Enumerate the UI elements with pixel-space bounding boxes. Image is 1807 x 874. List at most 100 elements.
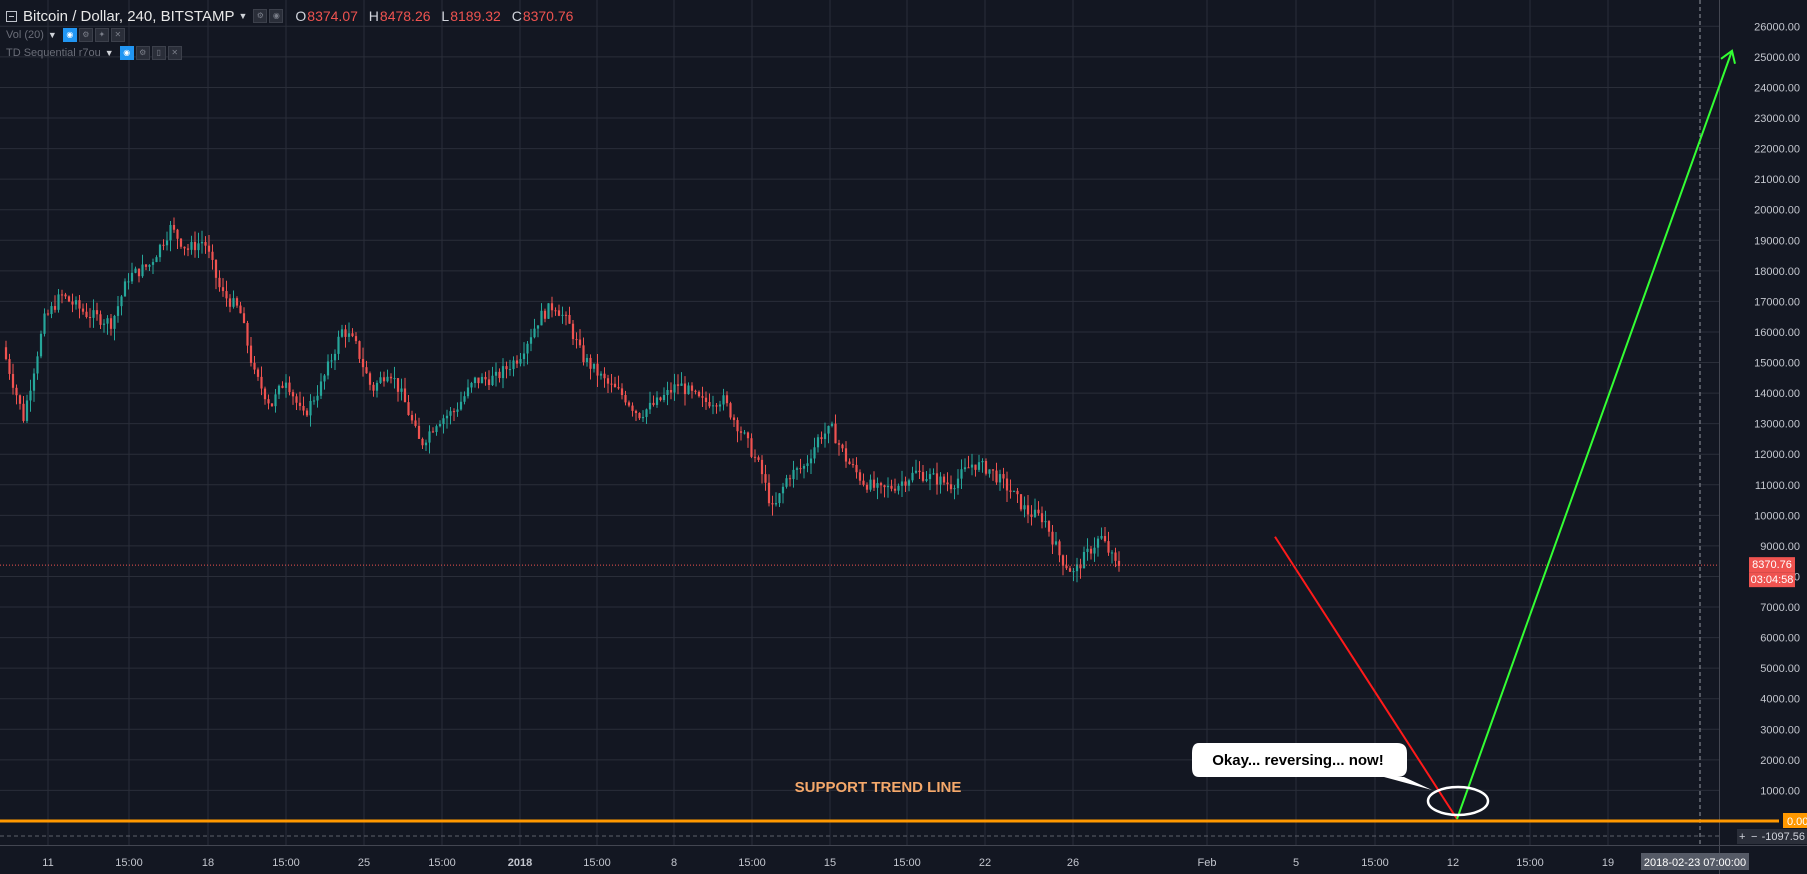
candle-body (459, 401, 463, 410)
candle-body (967, 467, 970, 469)
ohlc-open-key: O (295, 8, 307, 24)
candle-body (858, 472, 862, 481)
candle-body (977, 462, 981, 470)
candle-body (281, 385, 284, 388)
candle-body (477, 377, 480, 384)
indicator-td-source-icon[interactable]: ▯ (151, 46, 166, 60)
candle-body (865, 484, 869, 490)
indicator-volume-dropdown-icon[interactable]: ▼ (47, 30, 57, 40)
indicator-volume-remove-icon[interactable]: ✕ (110, 28, 125, 42)
candle-body (165, 240, 169, 246)
callout-bubble[interactable] (1192, 743, 1432, 790)
candle-body (1072, 571, 1075, 573)
candle-body (876, 483, 879, 488)
indicator-td-visible-icon[interactable]: ◉ (119, 46, 134, 60)
candle-body (64, 294, 67, 297)
symbol-title[interactable]: Bitcoin / Dollar, 240, BITSTAMP (23, 7, 235, 25)
price-tick-label: 6000.00 (1760, 633, 1800, 645)
candle-body (869, 479, 872, 490)
hide-icon[interactable]: ◉ (269, 9, 284, 23)
candle-body (778, 493, 781, 504)
candle-body (323, 375, 326, 382)
candle-body (116, 306, 120, 316)
ohlc-close-key: C (511, 8, 522, 24)
candle-body (123, 281, 127, 297)
candle-body (120, 296, 123, 307)
candle-body (960, 469, 963, 479)
candle-body (1016, 490, 1019, 495)
candle-body (984, 461, 988, 474)
price-tick-label: 23000.00 (1754, 113, 1800, 125)
price-tick-label: 4000.00 (1760, 694, 1800, 706)
time-tick-label: 2018 (508, 857, 532, 869)
ohlc-close-value: 8370.76 (522, 8, 574, 24)
candle-body (914, 470, 918, 473)
candle-body (193, 241, 197, 251)
indicator-td-dropdown-icon[interactable]: ▼ (104, 48, 114, 58)
time-tick-label: 15:00 (1516, 857, 1544, 869)
reversal-ellipse[interactable] (1426, 785, 1490, 817)
projection-down-line[interactable] (1274, 536, 1458, 820)
candle-body (1061, 555, 1065, 566)
candle-body (249, 345, 253, 363)
candle-body (389, 376, 393, 379)
price-tick-label: 12000.00 (1754, 449, 1800, 461)
price-tick-label: 9000.00 (1760, 541, 1800, 553)
scale-plus-button[interactable]: + (1739, 831, 1745, 843)
candle-body (403, 388, 407, 403)
projection-up-line[interactable] (1456, 50, 1733, 820)
candle-body (106, 318, 109, 324)
countdown-tag (1749, 572, 1795, 588)
scale-minus-button[interactable]: − (1751, 831, 1757, 843)
candle-body (134, 268, 137, 273)
candle-body (652, 402, 655, 405)
indicator-td-label[interactable]: TD Sequential r7ou (6, 47, 101, 59)
candle-body (634, 410, 638, 414)
candle-body (4, 347, 8, 360)
candle-body (435, 426, 438, 432)
candle-body (22, 403, 25, 421)
indicator-td-settings-icon[interactable]: ⚙ (135, 46, 150, 60)
candle-body (1037, 509, 1040, 514)
settings-icon[interactable]: ⚙ (253, 9, 268, 23)
indicator-volume-settings-icon[interactable]: ⚙ (78, 28, 93, 42)
candlestick-series (4, 217, 1121, 583)
indicator-volume-more-icon[interactable]: ✦ (94, 28, 109, 42)
time-tick-label: 25 (358, 857, 370, 869)
candle-body (582, 345, 585, 363)
time-tick-label: 15:00 (893, 857, 921, 869)
candle-body (1047, 521, 1051, 532)
candle-body (802, 465, 806, 469)
candle-body (631, 405, 634, 411)
time-axis[interactable]: 11 15:00 18 15:00 25 15:00 2018 15:00 8 15:00 15 15… (42, 853, 1749, 870)
candle-body (655, 397, 659, 405)
candle-body (543, 310, 547, 319)
candle-body (557, 310, 561, 316)
callout-text: Okay... reversing... now! (1212, 752, 1383, 769)
candle-body (956, 478, 960, 489)
symbol-dropdown-icon[interactable]: ▼ (238, 11, 248, 21)
candle-body (757, 457, 760, 460)
candle-body (694, 390, 697, 392)
candle-body (844, 448, 848, 462)
price-tick-label: 20000.00 (1754, 205, 1800, 217)
indicator-td-remove-icon[interactable]: ✕ (167, 46, 182, 60)
min-price-tag (1737, 829, 1807, 844)
price-axis[interactable]: 26000.00 25000.00 24000.00 23000.00 22000.00… (1737, 21, 1807, 844)
candle-body (512, 360, 515, 370)
candle-body (561, 314, 564, 316)
candle-body (571, 323, 575, 340)
candle-body (662, 394, 666, 401)
candle-body (463, 396, 466, 402)
collapse-legend-icon[interactable] (6, 10, 17, 22)
candle-body (316, 395, 319, 401)
candle-body (718, 404, 722, 407)
candle-body (981, 461, 984, 463)
candle-body (351, 333, 354, 337)
indicator-volume-label[interactable]: Vol (20) (6, 29, 44, 41)
candle-body (851, 464, 855, 466)
indicator-volume-visible-icon[interactable]: ◉ (62, 28, 77, 42)
candle-body (498, 371, 501, 379)
